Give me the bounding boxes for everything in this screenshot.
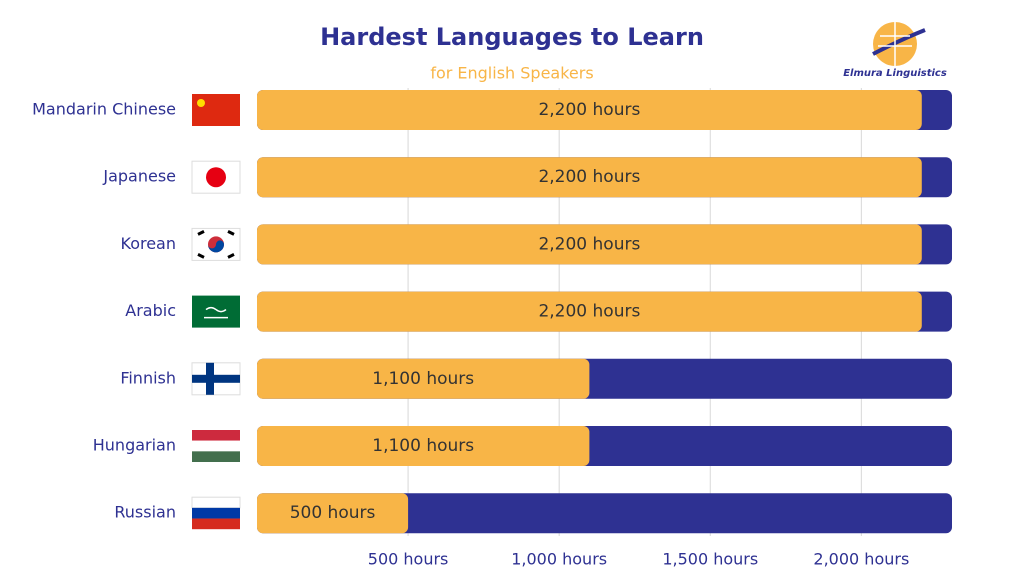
y-tick-label: Korean (121, 234, 177, 253)
bar (257, 493, 409, 534)
value-label: 500 hours (290, 503, 376, 523)
flag-stripe (192, 440, 240, 452)
flag (192, 94, 240, 126)
flag-stripe (192, 430, 240, 441)
flag-icon (191, 362, 241, 396)
value-label: 1,100 hours (372, 436, 474, 456)
x-tick-label: 1,500 hours (662, 550, 758, 569)
flag (192, 295, 240, 328)
value-label: 1,100 hours (372, 369, 474, 389)
flag-star (197, 99, 205, 107)
bar (257, 157, 922, 198)
x-tick-label: 2,000 hours (813, 550, 909, 569)
bar (257, 358, 590, 399)
flag-icon (192, 430, 240, 462)
bar (257, 291, 922, 332)
flag-cross (206, 362, 214, 395)
flag-icon (191, 160, 241, 194)
flag-icon (191, 496, 241, 530)
flag-icon (191, 227, 241, 261)
logo-swoosh (872, 28, 926, 56)
bar-track (257, 493, 952, 534)
flag-script (205, 306, 227, 313)
flag-bars (197, 230, 235, 259)
logo: Elmura Linguistics (843, 22, 947, 79)
flag-sun (206, 167, 226, 188)
value-label: 2,200 hours (538, 234, 640, 254)
flag-stripe (192, 518, 240, 530)
chart-title: Hardest Languages to Learn (320, 23, 704, 51)
flag-circle (208, 240, 224, 253)
value-label: 2,200 hours (538, 100, 640, 120)
y-tick-label: Finnish (120, 368, 176, 387)
flag-stripe (191, 496, 241, 509)
logo-text: Elmura Linguistics (843, 68, 947, 79)
chart-subtitle: for English Speakers (430, 64, 593, 83)
bar (257, 90, 922, 130)
flag-icon (192, 94, 240, 126)
y-tick-label: Arabic (125, 301, 176, 320)
bar (257, 426, 590, 466)
bar (257, 224, 922, 265)
flag-stripe (192, 507, 240, 519)
y-tick-label: Mandarin Chinese (32, 100, 176, 119)
x-tick-label: 1,000 hours (511, 550, 607, 569)
value-label: 2,200 hours (538, 167, 640, 187)
y-tick-label: Hungarian (93, 436, 176, 455)
flag-icon (192, 295, 240, 328)
value-label: 2,200 hours (538, 302, 640, 322)
y-tick-label: Japanese (102, 167, 176, 186)
y-tick-label: Russian (114, 503, 176, 522)
x-tick-label: 500 hours (368, 550, 449, 569)
flag-stripe (192, 451, 240, 462)
logo-grid (878, 22, 912, 66)
flag-cross (192, 374, 240, 383)
